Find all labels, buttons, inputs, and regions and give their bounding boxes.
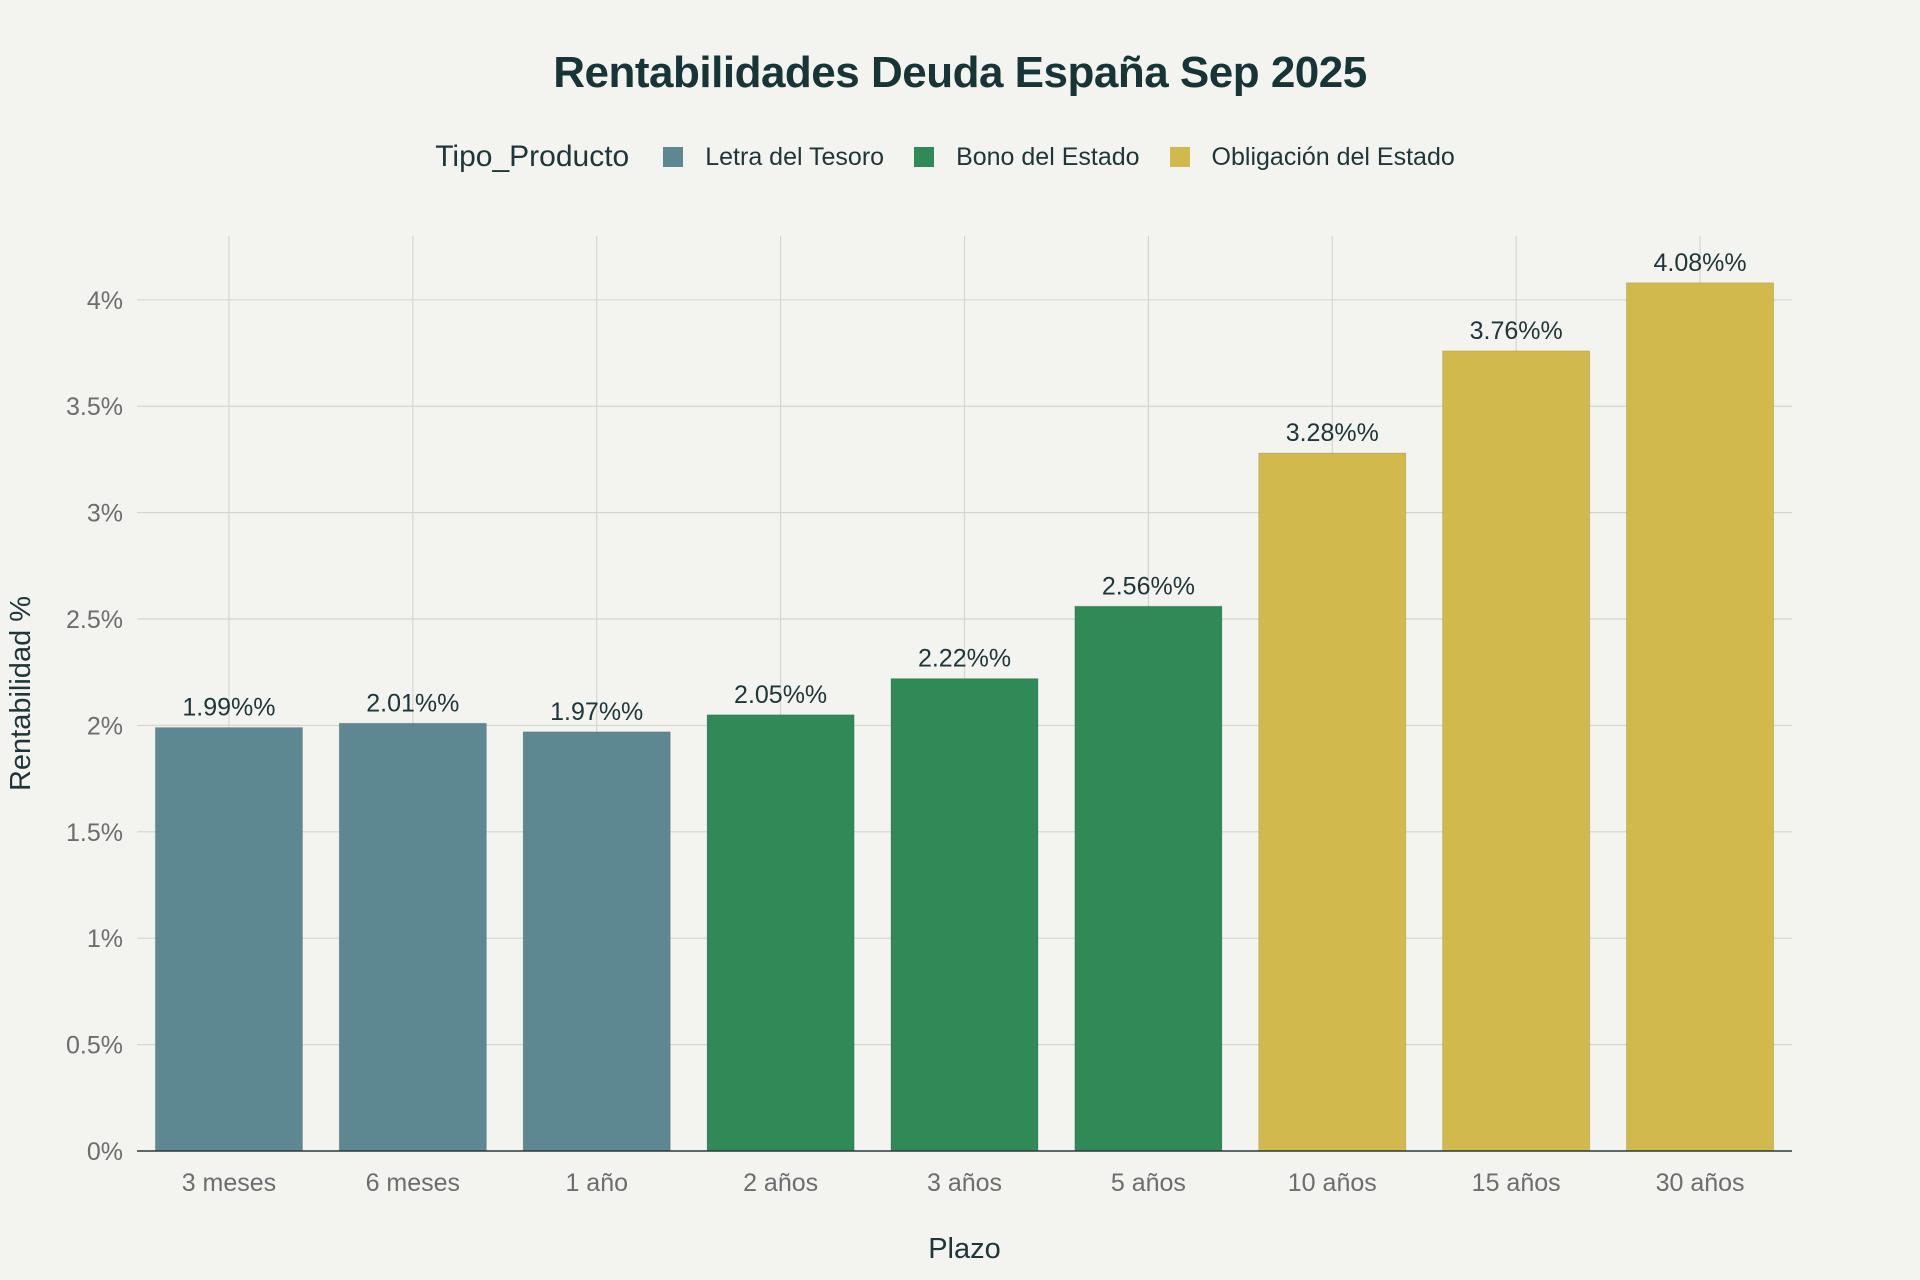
bar-value-label: 3.76%%	[1470, 317, 1563, 345]
bar	[1626, 282, 1775, 1152]
y-tick-label: 2%	[87, 712, 123, 740]
x-tick-label: 30 años	[1656, 1169, 1745, 1197]
bar	[1258, 452, 1407, 1152]
x-tick-label: 6 meses	[366, 1169, 460, 1197]
bars	[154, 282, 1775, 1152]
chart-title: Rentabilidades Deuda España Sep 2025	[553, 48, 1367, 97]
x-tick-label: 3 meses	[182, 1169, 276, 1197]
legend-item-bono[interactable]: Bono del Estado	[914, 142, 1140, 172]
bar-value-label: 2.05%%	[734, 681, 827, 709]
y-tick-label: 0.5%	[66, 1032, 123, 1060]
legend-item-obligacion[interactable]: Obligación del Estado	[1169, 142, 1455, 172]
x-tick-label: 10 años	[1288, 1169, 1377, 1197]
bar-value-label: 2.01%%	[366, 689, 459, 717]
bar-value-label: 1.99%%	[182, 694, 275, 722]
legend-swatch-letra	[663, 147, 684, 167]
legend-label-obligacion: Obligación del Estado	[1211, 142, 1455, 171]
x-tick-label: 2 años	[743, 1169, 818, 1197]
bar-value-label: 3.28%%	[1286, 419, 1379, 447]
legend-item-letra[interactable]: Letra del Tesoro	[663, 143, 884, 172]
y-tick-label: 0%	[87, 1138, 123, 1166]
bar-value-label: 4.08%%	[1653, 249, 1746, 277]
labels: 0% 0.5% 1% 1.5% 2% 2.5% 3% 3.5% 4% 1.99%% 3 meses 2…	[66, 249, 1747, 1197]
legend-swatch-bono	[914, 147, 935, 167]
y-tick-label: 3.5%	[66, 393, 123, 421]
y-tick-label: 3%	[87, 500, 123, 528]
bar	[522, 731, 671, 1152]
y-tick-label: 1%	[87, 925, 123, 953]
legend-title: Tipo_Producto	[435, 140, 630, 173]
x-tick-label: 1 año	[565, 1169, 628, 1197]
bar	[1074, 605, 1223, 1152]
bar-value-label: 2.56%%	[1102, 572, 1195, 600]
x-tick-label: 5 años	[1111, 1169, 1186, 1197]
y-axis-title: Rentabilidad %	[5, 596, 37, 791]
x-tick-label: 15 años	[1472, 1169, 1561, 1197]
y-tick-label: 1.5%	[66, 819, 123, 847]
legend-label-bono: Bono del Estado	[956, 142, 1140, 171]
legend-swatch-obligacion	[1169, 147, 1190, 167]
legend-label-letra: Letra del Tesoro	[705, 142, 885, 171]
bar-value-label: 1.97%%	[550, 698, 643, 726]
legend: Tipo_Producto Letra del Tesoro Bono del …	[0, 140, 1920, 174]
bar	[890, 678, 1039, 1152]
y-tick-label: 2.5%	[66, 606, 123, 634]
bar	[338, 722, 487, 1152]
x-axis-title: Plazo	[928, 1233, 1001, 1265]
bar	[1442, 350, 1591, 1152]
x-tick-label: 3 años	[927, 1169, 1002, 1197]
bar-value-label: 2.22%%	[918, 645, 1011, 673]
y-tick-label: 4%	[87, 287, 123, 315]
bar	[154, 727, 303, 1152]
bar	[706, 714, 855, 1152]
